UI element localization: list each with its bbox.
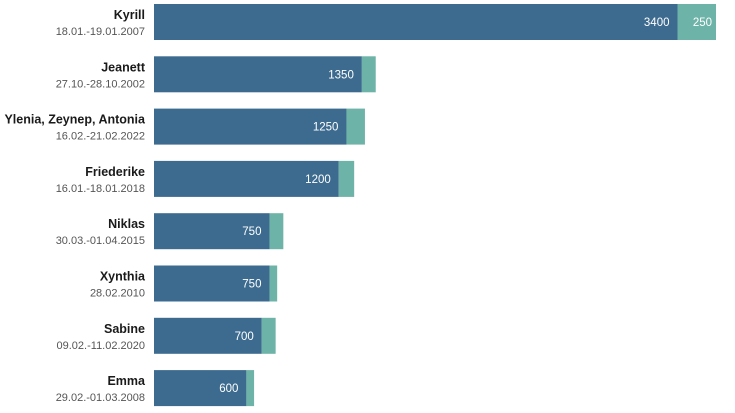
date-label: 29.02.-01.03.2008 — [56, 392, 145, 404]
bar-segment-extra — [346, 108, 365, 145]
value-label: 750 — [242, 279, 261, 291]
bar-segment-main — [154, 317, 262, 354]
bar-row: Ylenia, Zeynep, Antonia 16.02.-21.02.2022… — [4, 108, 365, 145]
bar-segment-extra — [269, 265, 278, 302]
bar-row: Sabine 09.02.-11.02.2020 700 — [57, 317, 276, 354]
bar-row: Friederike 16.01.-18.01.2018 1200 — [56, 160, 355, 197]
bar-segment-extra — [246, 370, 255, 407]
bar-segment-main — [154, 265, 270, 302]
bar-row: Niklas 30.03.-01.04.2015 750 — [56, 213, 284, 250]
date-label: 27.10.-28.10.2002 — [56, 78, 145, 90]
bar-row: Kyrill 18.01.-19.01.2007 3400 250 — [56, 4, 716, 40]
date-label: 28.02.2010 — [90, 288, 145, 300]
date-label: 30.03.-01.04.2015 — [56, 235, 145, 247]
bar-row: Jeanett 27.10.-28.10.2002 1350 — [56, 56, 376, 93]
category-label: Ylenia, Zeynep, Antonia — [4, 113, 146, 127]
bar-segment-extra — [677, 4, 716, 40]
date-label: 18.01.-19.01.2007 — [56, 26, 145, 38]
category-label: Sabine — [104, 322, 145, 336]
bar-segment-extra — [361, 56, 376, 93]
bar-segment-main — [154, 108, 347, 145]
value-label: 3400 — [644, 17, 670, 29]
bar-segment-main — [154, 4, 678, 40]
category-label: Kyrill — [114, 8, 145, 22]
value-label: 750 — [242, 226, 261, 238]
value-label: 700 — [235, 331, 254, 343]
category-label: Emma — [107, 374, 146, 388]
bar-segment-extra — [269, 213, 284, 250]
category-label: Friederike — [85, 165, 145, 179]
value-label: 1350 — [328, 69, 354, 81]
category-label: Xynthia — [100, 270, 146, 284]
bar-segment-main — [154, 160, 339, 197]
bar-segment-main — [154, 56, 362, 93]
bar-segment-extra — [261, 317, 276, 354]
category-label: Niklas — [108, 217, 145, 231]
date-label: 16.02.-21.02.2022 — [56, 131, 145, 143]
bar-segment-main — [154, 370, 247, 407]
value-label: 250 — [693, 17, 712, 29]
date-label: 09.02.-11.02.2020 — [57, 340, 145, 352]
bar-row: Xynthia 28.02.2010 750 — [90, 265, 278, 302]
date-label: 16.01.-18.01.2018 — [56, 183, 145, 195]
value-label: 600 — [219, 383, 238, 395]
category-label: Jeanett — [101, 60, 146, 74]
bar-row: Emma 29.02.-01.03.2008 600 — [56, 370, 255, 407]
value-label: 1250 — [313, 122, 339, 134]
bar-segment-extra — [338, 160, 355, 197]
value-label: 1200 — [305, 174, 331, 186]
bar-segment-main — [154, 213, 270, 250]
